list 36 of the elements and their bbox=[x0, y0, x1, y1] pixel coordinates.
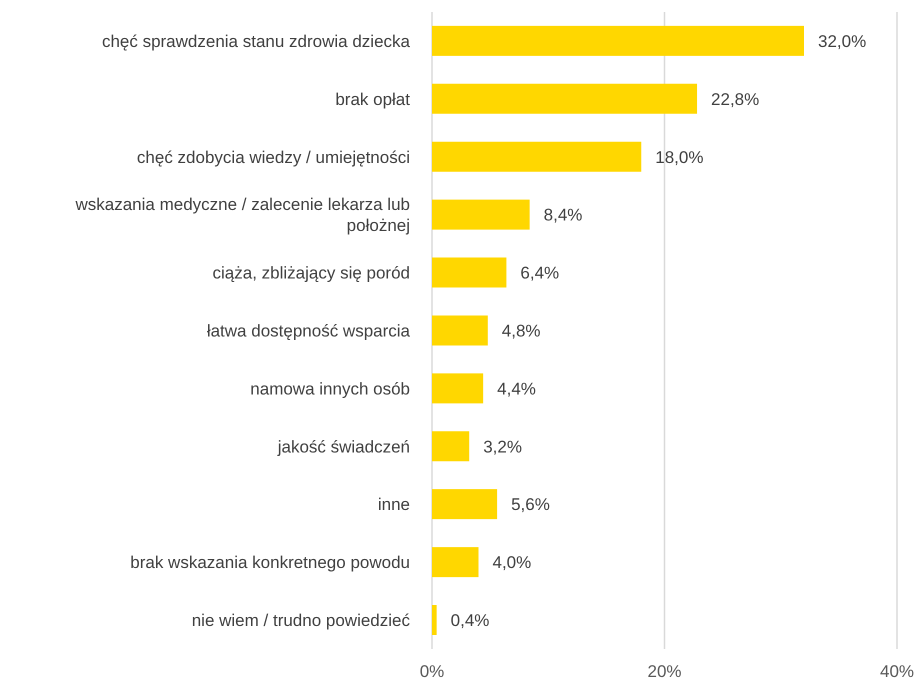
bar bbox=[432, 315, 488, 346]
data-label: 6,4% bbox=[520, 264, 560, 283]
data-label: 18,0% bbox=[655, 148, 704, 167]
bar bbox=[432, 200, 530, 230]
data-label: 5,6% bbox=[511, 495, 550, 514]
data-label: 8,4% bbox=[544, 206, 582, 225]
data-label: 4,0% bbox=[492, 553, 532, 572]
y-tick-label: inne bbox=[378, 494, 410, 514]
data-label: 0,4% bbox=[450, 611, 490, 630]
bar bbox=[432, 547, 478, 578]
bar bbox=[432, 431, 470, 462]
y-tick-label: namowa innych osób bbox=[250, 378, 410, 398]
data-label: 32,0% bbox=[818, 32, 866, 51]
data-label: 3,2% bbox=[483, 437, 522, 456]
data-label: 4,4% bbox=[497, 379, 536, 398]
x-tick-label: 20% bbox=[647, 662, 682, 682]
bar bbox=[432, 84, 698, 114]
bar bbox=[432, 26, 804, 56]
data-label: 22,8% bbox=[711, 90, 760, 109]
bar bbox=[432, 489, 498, 520]
y-tick-label: brak wskazania konkretnego powodu bbox=[130, 552, 410, 572]
y-tick-label: jakość świadczeń bbox=[276, 436, 410, 456]
y-tick-label: ciąża, zbliżający się poród bbox=[212, 263, 410, 282]
y-tick-label: wskazania medyczne / zalecenie lekarza lub położnej bbox=[74, 194, 410, 235]
bar bbox=[432, 258, 506, 288]
x-tick-label: 40% bbox=[880, 662, 914, 682]
bar bbox=[432, 604, 437, 635]
y-tick-label: brak opłat bbox=[335, 89, 410, 108]
bar bbox=[432, 373, 484, 404]
y-tick-label: chęć sprawdzenia stanu zdrowia dziecka bbox=[102, 31, 411, 50]
y-tick-label: nie wiem / trudno powiedzieć bbox=[192, 610, 410, 630]
y-tick-label: łatwa dostępność wsparcia bbox=[206, 321, 411, 340]
data-label: 4,8% bbox=[502, 321, 541, 340]
y-tick-label: chęć zdobycia wiedzy / umiejętności bbox=[136, 147, 410, 166]
x-tick-label: 0% bbox=[420, 662, 444, 682]
bar bbox=[432, 142, 642, 172]
